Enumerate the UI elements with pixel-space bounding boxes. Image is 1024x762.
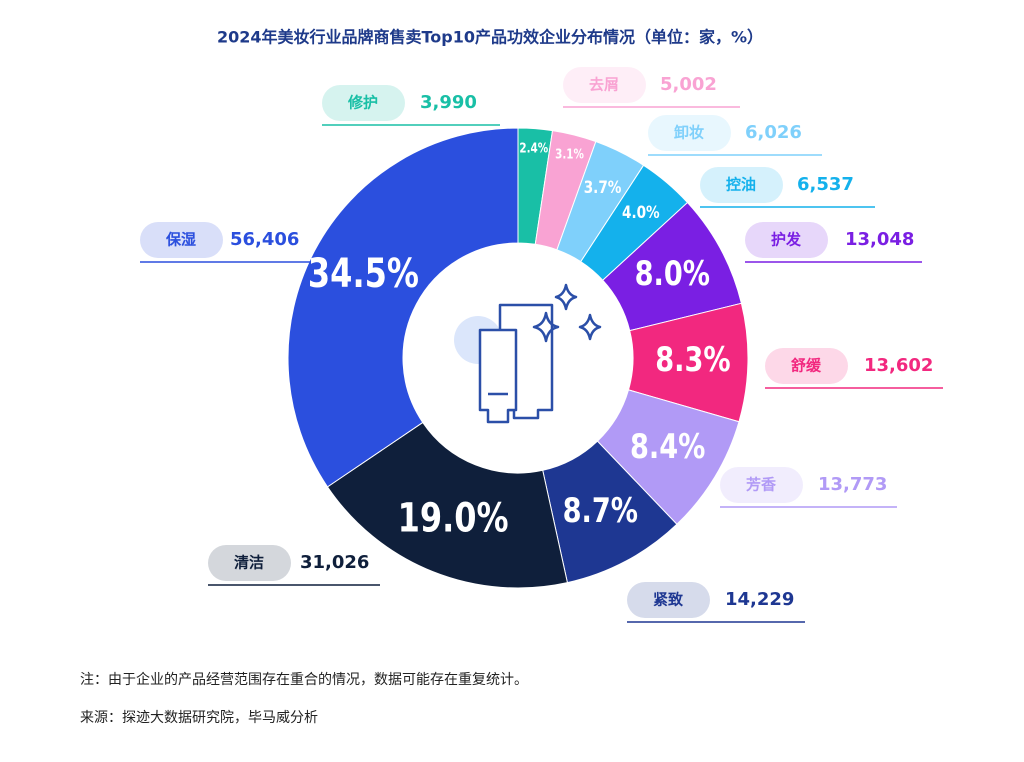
count-label: 13,773: [818, 474, 887, 495]
category-label: 卸妆: [674, 124, 704, 142]
category-label: 紧致: [653, 591, 684, 609]
count-label: 56,406: [230, 229, 299, 250]
category-label: 芳香: [746, 476, 776, 494]
label-pill: [700, 167, 783, 203]
chart-title: 2024年美妆行业品牌商售卖Top10产品功效企业分布情况（单位：家，%）: [217, 28, 763, 47]
count-label: 13,048: [845, 229, 914, 250]
category-label: 控油: [726, 176, 756, 194]
slice-label: 2.4%: [519, 140, 548, 155]
slice-label: 4.0%: [622, 203, 660, 223]
count-label: 3,990: [420, 92, 477, 113]
category-label: 舒缓: [791, 357, 822, 375]
center-icon: [454, 283, 602, 424]
label-pill: [563, 67, 646, 103]
note: 注：由于企业的产品经营范围存在重合的情况，数据可能存在重复统计。: [80, 671, 528, 688]
count-label: 31,026: [300, 552, 369, 573]
label-pill: [745, 222, 828, 258]
source: 来源：探迹大数据研究院，毕马威分析: [80, 710, 318, 726]
slice-label: 8.4%: [630, 427, 705, 467]
label-pill: [627, 582, 710, 618]
category-label: 修护: [347, 94, 378, 112]
slice-label: 3.7%: [584, 177, 622, 197]
count-label: 6,537: [797, 174, 854, 195]
label-pill: [208, 545, 291, 581]
category-label: 保湿: [165, 231, 196, 249]
label-pill: [765, 348, 848, 384]
slice-label: 19.0%: [398, 494, 509, 541]
count-label: 13,602: [864, 355, 933, 376]
category-label: 清洁: [234, 554, 264, 572]
category-label: 去屑: [589, 76, 619, 94]
slice-label: 8.7%: [563, 491, 638, 531]
count-label: 5,002: [660, 74, 717, 95]
slice-label: 8.3%: [655, 340, 730, 380]
label-pill: [322, 85, 405, 121]
category-label: 护发: [771, 231, 802, 249]
count-label: 14,229: [725, 589, 794, 610]
slice-label: 8.0%: [635, 254, 710, 294]
slice-label: 34.5%: [308, 249, 419, 296]
label-pill: [648, 115, 731, 151]
label-pill: [720, 467, 803, 503]
slice-label: 3.1%: [555, 146, 584, 161]
donut-hole: [403, 243, 633, 473]
label-pill: [140, 222, 223, 258]
count-label: 6,026: [745, 122, 802, 143]
